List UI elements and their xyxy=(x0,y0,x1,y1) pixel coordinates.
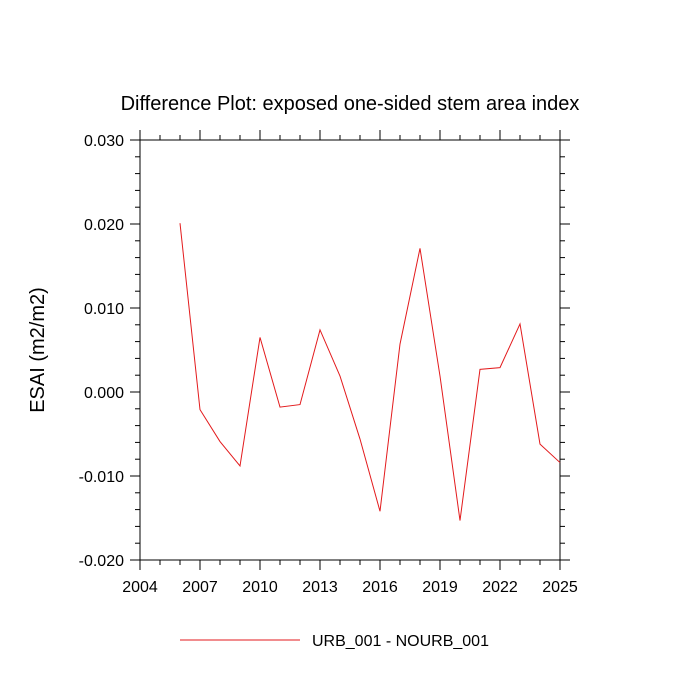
series-line-0 xyxy=(179,223,561,521)
x-tick-label: 2010 xyxy=(242,579,278,596)
series-layer xyxy=(179,223,561,521)
chart-title: Difference Plot: exposed one-sided stem … xyxy=(121,93,580,115)
x-tick-label: 2013 xyxy=(302,579,338,596)
plot-area-border xyxy=(139,139,561,561)
y-tick-label: 0.010 xyxy=(84,301,124,318)
y-axis-label: ESAI (m2/m2) xyxy=(27,287,49,413)
legend-label: URB_001 - NOURB_001 xyxy=(312,633,489,650)
y-axis-ticks: -0.020 -0.010 0.000 0.010 0.020 0.030 xyxy=(79,133,570,570)
y-tick-label: 0.020 xyxy=(84,217,124,234)
x-tick-label: 2025 xyxy=(542,579,578,596)
y-tick-label: 0.000 xyxy=(84,385,124,402)
legend: URB_001 - NOURB_001 xyxy=(180,633,489,650)
y-tick-label: 0.030 xyxy=(84,133,124,150)
x-axis-ticks: 2004 2007 2010 2013 2016 2019 2022 2025 xyxy=(122,130,578,596)
x-tick-label: 2004 xyxy=(122,579,158,596)
y-tick-label: -0.010 xyxy=(79,469,124,486)
plot-frame xyxy=(139,139,561,561)
x-tick-label: 2007 xyxy=(182,579,218,596)
x-tick-label: 2019 xyxy=(422,579,458,596)
y-tick-label: -0.020 xyxy=(79,553,124,570)
x-tick-label: 2022 xyxy=(482,579,518,596)
x-tick-label: 2016 xyxy=(362,579,398,596)
